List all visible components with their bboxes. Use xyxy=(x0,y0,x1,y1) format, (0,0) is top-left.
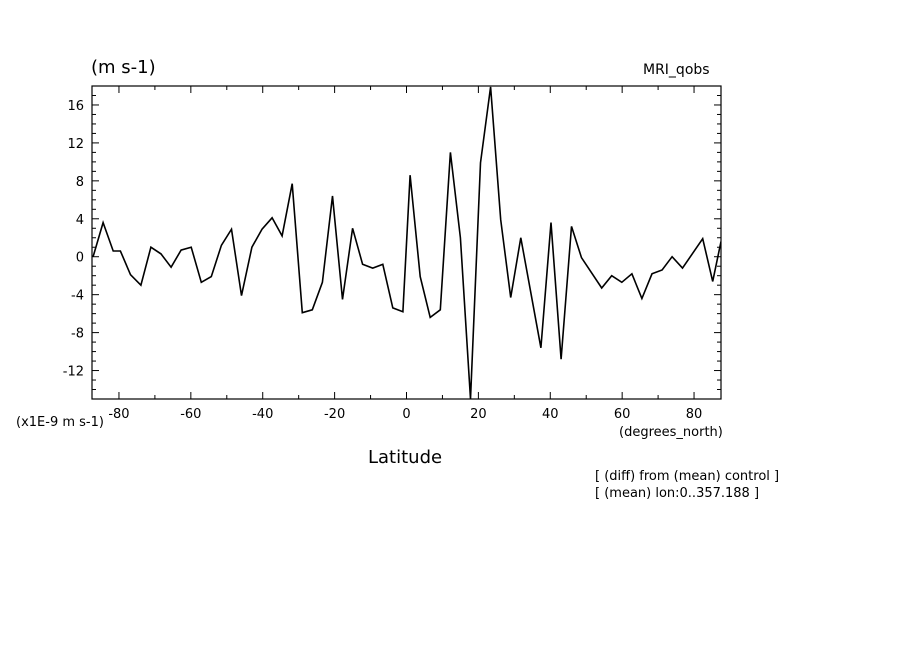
series-group xyxy=(92,86,721,399)
x-tick-label: 80 xyxy=(686,407,703,422)
x-tick-label: 20 xyxy=(470,407,487,422)
y-tick-label: 12 xyxy=(67,137,84,152)
mean-note: [ (mean) lon:0..357.188 ] xyxy=(595,486,760,501)
x-axis-ticks xyxy=(118,86,695,399)
diff-note: [ (diff) from (mean) control ] xyxy=(595,469,780,484)
y-tick-label: -4 xyxy=(71,289,84,304)
x-tick-label: 40 xyxy=(542,407,559,422)
x-tick-label: -20 xyxy=(324,407,345,422)
x-axis-tick-labels: -80 -60 -40 -20 0 20 40 60 80 xyxy=(108,407,702,422)
x-axis-title: Latitude xyxy=(368,447,443,468)
y-units-label: (m s-1) xyxy=(91,57,156,78)
y-tick-label: 4 xyxy=(76,213,84,228)
y-tick-label: 8 xyxy=(76,175,84,190)
model-name-label: MRI_qobs xyxy=(643,62,710,78)
y-scale-note: (x1E-9 m s-1) xyxy=(16,415,104,430)
y-axis-ticks xyxy=(92,85,721,400)
x-tick-label: -60 xyxy=(180,407,201,422)
x-unit-label: (degrees_north) xyxy=(619,425,723,440)
x-tick-label: 0 xyxy=(402,407,410,422)
y-tick-label: -8 xyxy=(71,327,84,342)
x-tick-label: -80 xyxy=(108,407,129,422)
y-tick-label: 0 xyxy=(76,251,84,266)
series-line xyxy=(92,86,721,399)
x-tick-label: 60 xyxy=(614,407,631,422)
y-axis-tick-labels: -12 -8 -4 0 4 8 12 16 xyxy=(63,99,84,380)
y-tick-label: 16 xyxy=(67,99,84,114)
y-tick-label: -12 xyxy=(63,365,84,380)
x-tick-label: -40 xyxy=(252,407,273,422)
